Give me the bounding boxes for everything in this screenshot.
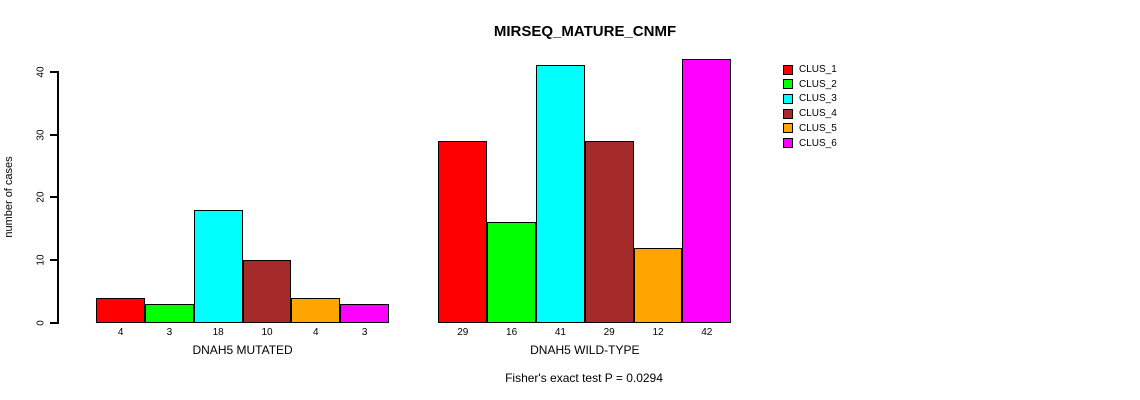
- y-axis-label: number of cases: [3, 156, 15, 238]
- y-tick-label: 30: [35, 128, 47, 141]
- bar-value-label: 3: [166, 327, 173, 338]
- bar-clus_5-group1: [291, 297, 341, 323]
- legend-item-clus_4: CLUS_4: [783, 108, 837, 119]
- fisher-test-annotation: Fisher's exact test P = 0.0294: [505, 371, 663, 385]
- y-axis-line: [57, 71, 59, 324]
- y-tick: [50, 196, 58, 199]
- legend-swatch-clus_5: [783, 123, 793, 134]
- legend-label: CLUS_5: [799, 122, 837, 134]
- legend-item-clus_2: CLUS_2: [783, 79, 837, 90]
- bar-clus_4-group2: [584, 140, 634, 323]
- bar-value-label: 18: [212, 327, 224, 338]
- y-tick: [50, 70, 58, 73]
- legend-item-clus_3: CLUS_3: [783, 93, 837, 104]
- bar-value-label: 12: [652, 327, 664, 338]
- bar-clus_2-group1: [145, 304, 194, 323]
- legend-swatch-clus_4: [783, 108, 793, 119]
- legend-label: CLUS_6: [799, 137, 837, 149]
- legend-label: CLUS_2: [799, 78, 837, 90]
- bar-value-label: 41: [554, 327, 566, 338]
- legend-swatch-clus_2: [783, 79, 793, 90]
- legend-swatch-clus_6: [783, 138, 793, 148]
- y-tick-label: 40: [35, 66, 47, 78]
- legend-item-clus_1: CLUS_1: [783, 64, 837, 75]
- legend-item-clus_5: CLUS_5: [783, 123, 837, 134]
- bar-value-label: 10: [261, 327, 273, 338]
- bar-clus_6-group1: [340, 304, 389, 323]
- legend-label: CLUS_1: [799, 64, 837, 75]
- bar-value-label: 16: [506, 327, 518, 338]
- group-label-mutated: DNAH5 MUTATED: [192, 343, 293, 357]
- y-tick-label: 10: [35, 254, 47, 266]
- bar-clus_5-group2: [633, 247, 683, 323]
- bar-value-label: 3: [361, 327, 368, 338]
- y-tick: [50, 133, 58, 136]
- y-tick: [50, 259, 58, 262]
- legend-swatch-clus_1: [783, 64, 793, 75]
- bar-clus_6-group2: [682, 59, 732, 323]
- legend-item-clus_6: CLUS_6: [783, 138, 837, 149]
- bar-value-label: 42: [701, 327, 713, 338]
- bar-clus_1-group1: [96, 297, 145, 323]
- y-tick: [50, 322, 58, 324]
- bar-value-label: 4: [313, 327, 319, 338]
- chart-title: MIRSEQ_MATURE_CNMF: [493, 23, 677, 40]
- bar-clus_4-group1: [242, 260, 292, 323]
- bar-value-label: 4: [117, 327, 124, 338]
- y-tick-label: 0: [35, 320, 47, 326]
- bar-clus_3-group1: [193, 209, 243, 323]
- bar-value-label: 29: [457, 327, 469, 338]
- legend-label: CLUS_3: [799, 93, 837, 105]
- group-label-wild-type: DNAH5 WILD-TYPE: [530, 343, 640, 357]
- y-tick-label: 20: [35, 191, 47, 203]
- legend-swatch-clus_3: [783, 93, 793, 104]
- bar-clus_1-group2: [438, 140, 488, 323]
- legend-label: CLUS_4: [799, 108, 837, 120]
- bar-clus_3-group2: [536, 65, 585, 323]
- bar-value-label: 29: [603, 327, 615, 338]
- bar-clus_2-group2: [487, 222, 536, 323]
